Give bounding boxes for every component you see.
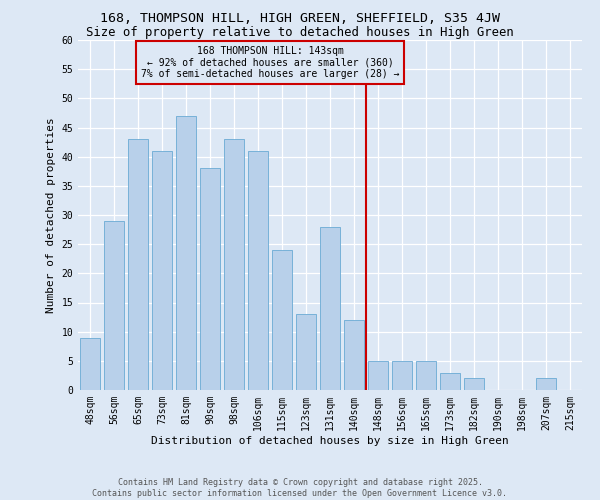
Bar xyxy=(272,250,292,390)
Bar xyxy=(176,116,196,390)
Text: 168 THOMPSON HILL: 143sqm
← 92% of detached houses are smaller (360)
7% of semi-: 168 THOMPSON HILL: 143sqm ← 92% of detac… xyxy=(141,46,399,79)
Bar xyxy=(344,320,364,390)
Bar xyxy=(128,139,148,390)
Bar xyxy=(464,378,484,390)
Bar xyxy=(392,361,412,390)
Text: Size of property relative to detached houses in High Green: Size of property relative to detached ho… xyxy=(86,26,514,39)
Bar xyxy=(368,361,388,390)
Bar xyxy=(152,151,172,390)
Bar xyxy=(296,314,316,390)
Y-axis label: Number of detached properties: Number of detached properties xyxy=(46,117,56,313)
Bar xyxy=(200,168,220,390)
X-axis label: Distribution of detached houses by size in High Green: Distribution of detached houses by size … xyxy=(151,436,509,446)
Bar xyxy=(248,151,268,390)
Bar xyxy=(104,221,124,390)
Text: Contains HM Land Registry data © Crown copyright and database right 2025.
Contai: Contains HM Land Registry data © Crown c… xyxy=(92,478,508,498)
Bar xyxy=(224,139,244,390)
Bar xyxy=(536,378,556,390)
Bar xyxy=(416,361,436,390)
Bar xyxy=(440,372,460,390)
Text: 168, THOMPSON HILL, HIGH GREEN, SHEFFIELD, S35 4JW: 168, THOMPSON HILL, HIGH GREEN, SHEFFIEL… xyxy=(100,12,500,26)
Bar xyxy=(320,226,340,390)
Bar xyxy=(80,338,100,390)
